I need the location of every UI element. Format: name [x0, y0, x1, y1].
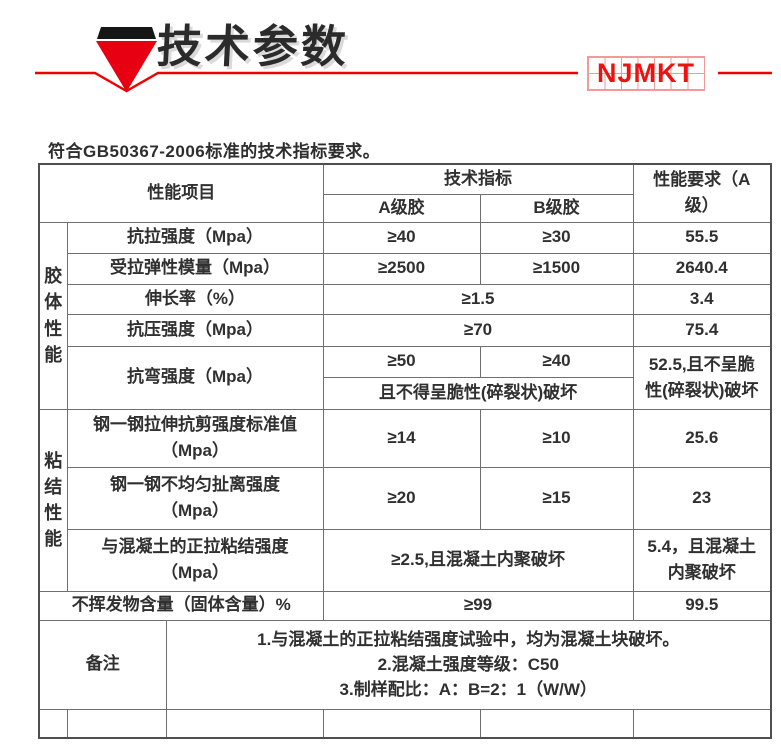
value-req: 75.4 [632, 313, 772, 347]
label-line1: 钢一钢拉伸抗剪强度标准值 [93, 415, 297, 434]
value-b: ≥15 [479, 466, 634, 530]
value-ab: ≥99 [322, 590, 634, 621]
value-a: ≥50 [322, 345, 481, 378]
remark-line: 3.制样配比：A：B=2：1（W/W） [339, 680, 597, 699]
label-tensile-modulus: 受拉弹性模量（Mpa） [66, 252, 324, 285]
value-a: ≥20 [322, 466, 481, 530]
value-req-line1: 5.4，且混凝土 [647, 537, 757, 556]
group-label-gel: 胶体性能 [38, 221, 68, 410]
label-tensile-strength: 抗拉强度（Mpa） [66, 221, 324, 254]
value-b: ≥1500 [479, 252, 634, 285]
empty-cell [632, 708, 772, 739]
remark-line: 1.与混凝土的正拉粘结强度试验中，均为混凝土块破坏。 [257, 630, 680, 649]
row-compressive-strength: 抗压强度（Mpa） ≥70 75.4 [39, 313, 772, 347]
header-requirement: 性能要求（A 级） [632, 163, 772, 223]
row-steel-peel: 钢一钢不均匀扯离强度 （Mpa） ≥20 ≥15 23 [39, 466, 772, 530]
label-steel-peel: 钢一钢不均匀扯离强度 （Mpa） [66, 466, 324, 530]
banner: 技术参数 NJMKT [0, 0, 781, 112]
header-requirement-line1: 性能要求（A [653, 170, 751, 190]
header-item: 性能项目 [38, 163, 324, 223]
label-line1: 与混凝土的正拉粘结强度 [101, 537, 289, 556]
intro-text: 符合GB50367-2006标准的技术指标要求。 [48, 142, 381, 161]
label-concrete-bond: 与混凝土的正拉粘结强度 （Mpa） [66, 528, 324, 592]
empty-cell [322, 708, 481, 739]
brand-triangle-icon [35, 27, 772, 93]
label-line1: 钢一钢不均匀扯离强度 [110, 475, 280, 494]
row-tensile-strength: 胶体性能 抗拉强度（Mpa） ≥40 ≥30 55.5 [38, 221, 772, 410]
label-line2: （Mpa） [161, 441, 229, 460]
value-req: 52.5,且不呈脆 性(碎裂状)破坏 [632, 345, 772, 410]
brand-logo-text: NJMKT [597, 58, 695, 88]
value-a: ≥40 [322, 221, 481, 254]
row-steel-shear: 粘结性能 钢一钢拉伸抗剪强度标准值 （Mpa） ≥14 ≥10 25.6 [38, 408, 772, 592]
header-requirement-line2: 级） [684, 196, 719, 216]
remarks-content: 1.与混凝土的正拉粘结强度试验中，均为混凝土块破坏。 2.混凝土强度等级：C50… [165, 619, 772, 710]
header-tech: 技术指标 [322, 163, 634, 195]
label-steel-shear: 钢一钢拉伸抗剪强度标准值 （Mpa） [66, 408, 324, 468]
label-elongation: 伸长率（%） [66, 283, 324, 315]
empty-cell [38, 708, 68, 739]
empty-cell [165, 708, 324, 739]
value-ab: ≥70 [322, 313, 634, 347]
value-req: 5.4，且混凝土 内聚破坏 [632, 528, 772, 592]
value-ab: ≥2.5,且混凝土内聚破坏 [322, 528, 634, 592]
header-grade-b: B级胶 [479, 193, 634, 223]
value-req: 3.4 [632, 283, 772, 315]
brand-logo: NJMKT [587, 56, 705, 91]
remark-line: 2.混凝土强度等级：C50 [377, 655, 559, 674]
label-flexural-strength: 抗弯强度（Mpa） [66, 345, 324, 410]
label-line2: （Mpa） [161, 563, 229, 582]
row-empty [38, 708, 772, 739]
header-row-1: 性能项目 技术指标 性能要求（A 级） [38, 163, 772, 223]
value-b: ≥30 [479, 221, 634, 254]
banner-rule-left [35, 71, 578, 93]
value-req: 25.6 [632, 408, 772, 468]
value-ab: ≥1.5 [322, 283, 634, 315]
value-a: ≥2500 [322, 252, 481, 285]
spec-table-wrap: 性能项目 技术指标 性能要求（A 级） A级胶 B级胶 胶体性能 抗拉强度（Mp… [38, 163, 772, 739]
value-req-line1: 52.5,且不呈脆 [648, 354, 755, 374]
page-title: 技术参数 [155, 21, 351, 72]
row-elongation: 伸长率（%） ≥1.5 3.4 [39, 283, 772, 315]
empty-cell [66, 708, 167, 739]
row-remarks: 备注 1.与混凝土的正拉粘结强度试验中，均为混凝土块破坏。 2.混凝土强度等级：… [38, 619, 772, 710]
value-b: ≥40 [479, 345, 634, 378]
label-nonvolatile: 不挥发物含量（固体含量）% [38, 590, 324, 621]
value-req: 23 [632, 466, 772, 530]
triangle-cap [97, 27, 156, 39]
header-row-2: A级胶 B级胶 [39, 193, 771, 223]
value-ab-note: 且不得呈脆性(碎裂状)破坏 [322, 376, 634, 410]
value-a: ≥14 [322, 408, 481, 468]
label-remarks: 备注 [38, 619, 167, 710]
value-req: 99.5 [632, 590, 772, 621]
value-req-line2: 内聚破坏 [667, 563, 736, 582]
group-label-bond: 粘结性能 [38, 408, 68, 592]
row-nonvolatile: 不挥发物含量（固体含量）% ≥99 99.5 [38, 590, 772, 621]
value-req-line2: 性(碎裂状)破坏 [645, 380, 759, 400]
value-req: 2640.4 [632, 252, 772, 285]
value-b: ≥10 [479, 408, 634, 468]
header-grade-a: A级胶 [322, 193, 481, 223]
row-flexural-strength: 抗弯强度（Mpa） ≥50 ≥40 52.5,且不呈脆 性(碎裂状)破坏 [39, 345, 772, 410]
spec-table: 性能项目 技术指标 性能要求（A 级） A级胶 B级胶 胶体性能 抗拉强度（Mp… [38, 163, 772, 739]
label-compressive-strength: 抗压强度（Mpa） [66, 313, 324, 347]
triangle-body [96, 41, 157, 92]
label-line2: （Mpa） [161, 501, 229, 520]
empty-cell [479, 708, 634, 739]
row-tensile-modulus: 受拉弹性模量（Mpa） ≥2500 ≥1500 2640.4 [39, 252, 772, 285]
row-concrete-bond: 与混凝土的正拉粘结强度 （Mpa） ≥2.5,且混凝土内聚破坏 5.4，且混凝土… [39, 528, 772, 592]
value-req: 55.5 [632, 221, 772, 254]
